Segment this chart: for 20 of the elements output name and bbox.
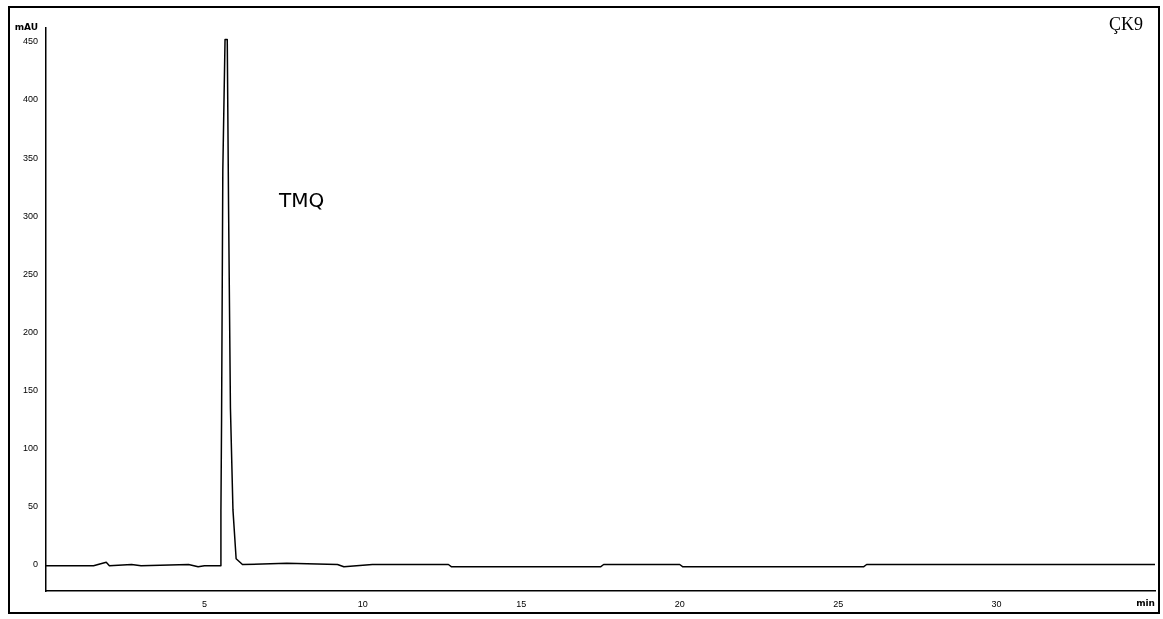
x-axis-title: min xyxy=(1136,598,1155,609)
annotation: ÇK9 xyxy=(1108,14,1143,35)
y-tick-label: 100 xyxy=(22,442,39,453)
x-tick-label: 15 xyxy=(516,599,527,610)
y-tick-label: 250 xyxy=(22,268,39,279)
x-tick-label: 10 xyxy=(357,599,368,610)
x-tick-label: 25 xyxy=(833,599,844,610)
y-tick-label: 150 xyxy=(22,384,39,395)
annotation: TMQ xyxy=(279,188,325,212)
y-tick-label: 350 xyxy=(22,152,39,163)
x-tick-label: 5 xyxy=(201,599,207,610)
x-tick-label: 20 xyxy=(674,599,685,610)
y-tick-label: 450 xyxy=(22,36,39,47)
y-tick-label: 300 xyxy=(22,210,39,221)
y-tick-label: 0 xyxy=(33,558,39,569)
y-tick-label: 50 xyxy=(28,500,39,511)
y-tick-label: 400 xyxy=(22,94,39,105)
x-tick-label: 30 xyxy=(991,599,1002,610)
y-tick-label: 200 xyxy=(22,326,39,337)
y-axis-title: mAU xyxy=(14,22,39,33)
